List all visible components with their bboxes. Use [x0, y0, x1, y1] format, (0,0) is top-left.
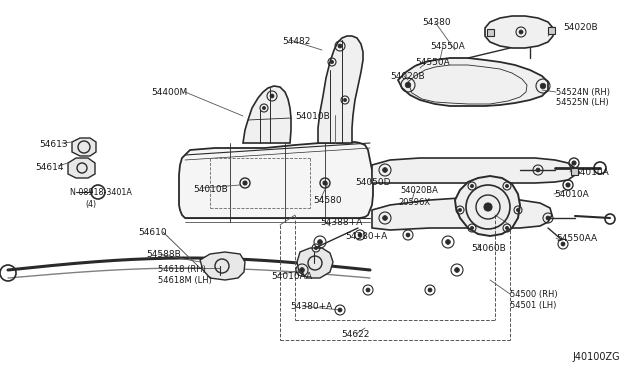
Text: 54550AA: 54550AA [556, 234, 597, 243]
Polygon shape [398, 58, 548, 106]
Text: 54482: 54482 [282, 37, 310, 46]
Text: J40100ZG: J40100ZG [572, 352, 620, 362]
Circle shape [243, 181, 247, 185]
Bar [547, 26, 554, 33]
Circle shape [506, 185, 509, 187]
Circle shape [366, 288, 370, 292]
Text: 20596X: 20596X [398, 198, 430, 207]
Circle shape [572, 161, 576, 165]
Text: 54400M: 54400M [151, 88, 188, 97]
Polygon shape [179, 142, 373, 218]
Polygon shape [68, 158, 95, 178]
Circle shape [470, 227, 474, 230]
Text: 54500 (RH): 54500 (RH) [510, 290, 557, 299]
Circle shape [519, 30, 523, 34]
Polygon shape [243, 86, 291, 143]
Circle shape [470, 185, 474, 187]
Text: 54380: 54380 [422, 18, 451, 27]
Text: 54010AA: 54010AA [271, 272, 312, 281]
Circle shape [458, 208, 461, 212]
Circle shape [262, 106, 266, 110]
Text: 54618 (RH): 54618 (RH) [158, 265, 206, 274]
Text: 54550A: 54550A [430, 42, 465, 51]
Text: 54010A: 54010A [554, 190, 589, 199]
Text: 54010B: 54010B [193, 185, 228, 194]
Text: 54020BA: 54020BA [400, 186, 438, 195]
Text: 54550A: 54550A [415, 58, 450, 67]
Text: 54010B: 54010B [295, 112, 330, 121]
Polygon shape [485, 16, 553, 48]
Circle shape [445, 240, 451, 244]
Text: 54501 (LH): 54501 (LH) [510, 301, 556, 310]
Circle shape [506, 227, 509, 230]
Text: 54580: 54580 [313, 196, 342, 205]
Circle shape [405, 82, 411, 88]
Text: 54588B: 54588B [146, 250, 180, 259]
Circle shape [338, 308, 342, 312]
Circle shape [406, 233, 410, 237]
Circle shape [314, 246, 317, 250]
Polygon shape [318, 36, 363, 143]
Text: 54050D: 54050D [355, 178, 390, 187]
Circle shape [454, 267, 460, 272]
Polygon shape [455, 176, 520, 236]
Circle shape [536, 168, 540, 172]
Text: 54610: 54610 [138, 228, 166, 237]
Circle shape [484, 203, 492, 211]
Circle shape [317, 240, 323, 244]
Text: 54524N (RH): 54524N (RH) [556, 88, 610, 97]
Text: 54525N (LH): 54525N (LH) [556, 98, 609, 107]
Text: 54380+A: 54380+A [345, 232, 387, 241]
Circle shape [383, 216, 387, 220]
Text: 54618M (LH): 54618M (LH) [158, 276, 212, 285]
Text: 54060B: 54060B [471, 244, 506, 253]
Text: N 08918-3401A: N 08918-3401A [70, 188, 132, 197]
Circle shape [428, 288, 432, 292]
Circle shape [323, 181, 327, 185]
Polygon shape [372, 198, 552, 230]
Polygon shape [372, 158, 575, 183]
Circle shape [546, 216, 550, 220]
Text: 54613: 54613 [39, 140, 68, 149]
Text: (4): (4) [85, 200, 96, 209]
Polygon shape [200, 252, 245, 280]
Text: 54010A: 54010A [574, 168, 609, 177]
Circle shape [344, 99, 347, 102]
Text: 54622: 54622 [341, 330, 369, 339]
Circle shape [516, 208, 520, 212]
Circle shape [383, 168, 387, 172]
Text: 54614: 54614 [35, 163, 63, 172]
Polygon shape [297, 248, 333, 278]
Circle shape [561, 242, 565, 246]
Text: 54020B: 54020B [563, 23, 598, 32]
Circle shape [330, 60, 333, 64]
Circle shape [300, 267, 305, 272]
Circle shape [338, 44, 342, 48]
Circle shape [270, 94, 274, 98]
Circle shape [358, 233, 362, 237]
Text: 54380+A: 54380+A [290, 302, 332, 311]
Text: 54388+A: 54388+A [320, 218, 362, 227]
Text: 54020B: 54020B [390, 72, 424, 81]
Bar [570, 167, 577, 174]
Polygon shape [72, 138, 96, 156]
Circle shape [566, 183, 570, 187]
Circle shape [540, 83, 546, 89]
Bar [486, 29, 493, 35]
